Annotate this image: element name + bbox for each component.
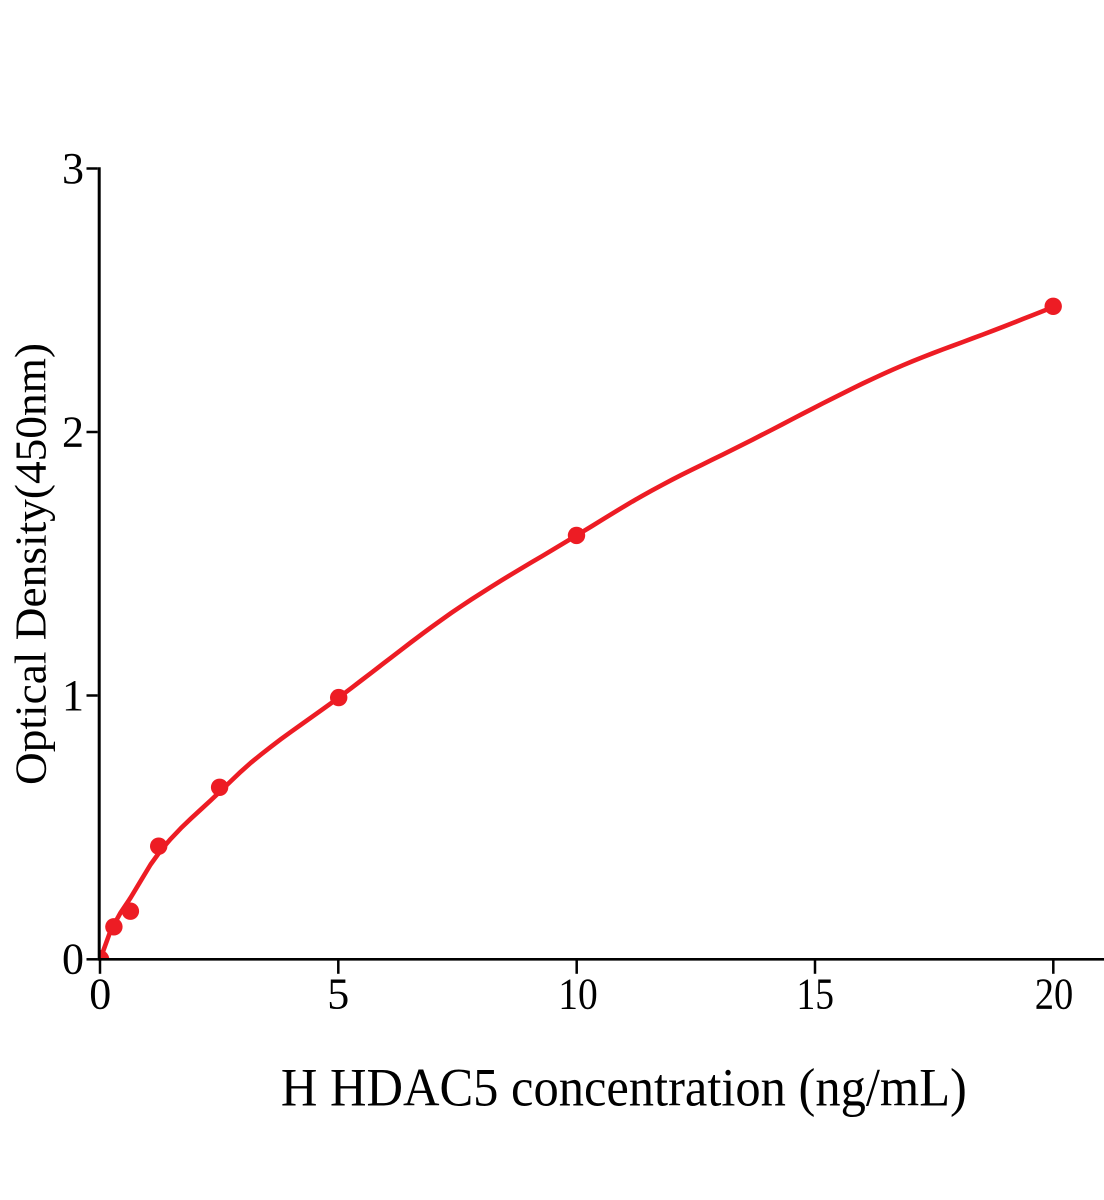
svg-text:15: 15 (797, 969, 835, 1018)
svg-text:2: 2 (62, 407, 84, 456)
svg-text:20: 20 (1035, 969, 1074, 1018)
svg-text:0: 0 (62, 935, 84, 984)
svg-text:0: 0 (89, 969, 111, 1018)
svg-text:H HDAC5 concentration (ng/mL): H HDAC5 concentration (ng/mL) (281, 1058, 967, 1118)
svg-text:1: 1 (62, 671, 84, 720)
svg-text:5: 5 (327, 969, 349, 1018)
svg-text:3: 3 (62, 144, 84, 193)
svg-text:10: 10 (558, 969, 598, 1018)
svg-text:Optical Density(450nm): Optical Density(450nm) (6, 343, 56, 785)
